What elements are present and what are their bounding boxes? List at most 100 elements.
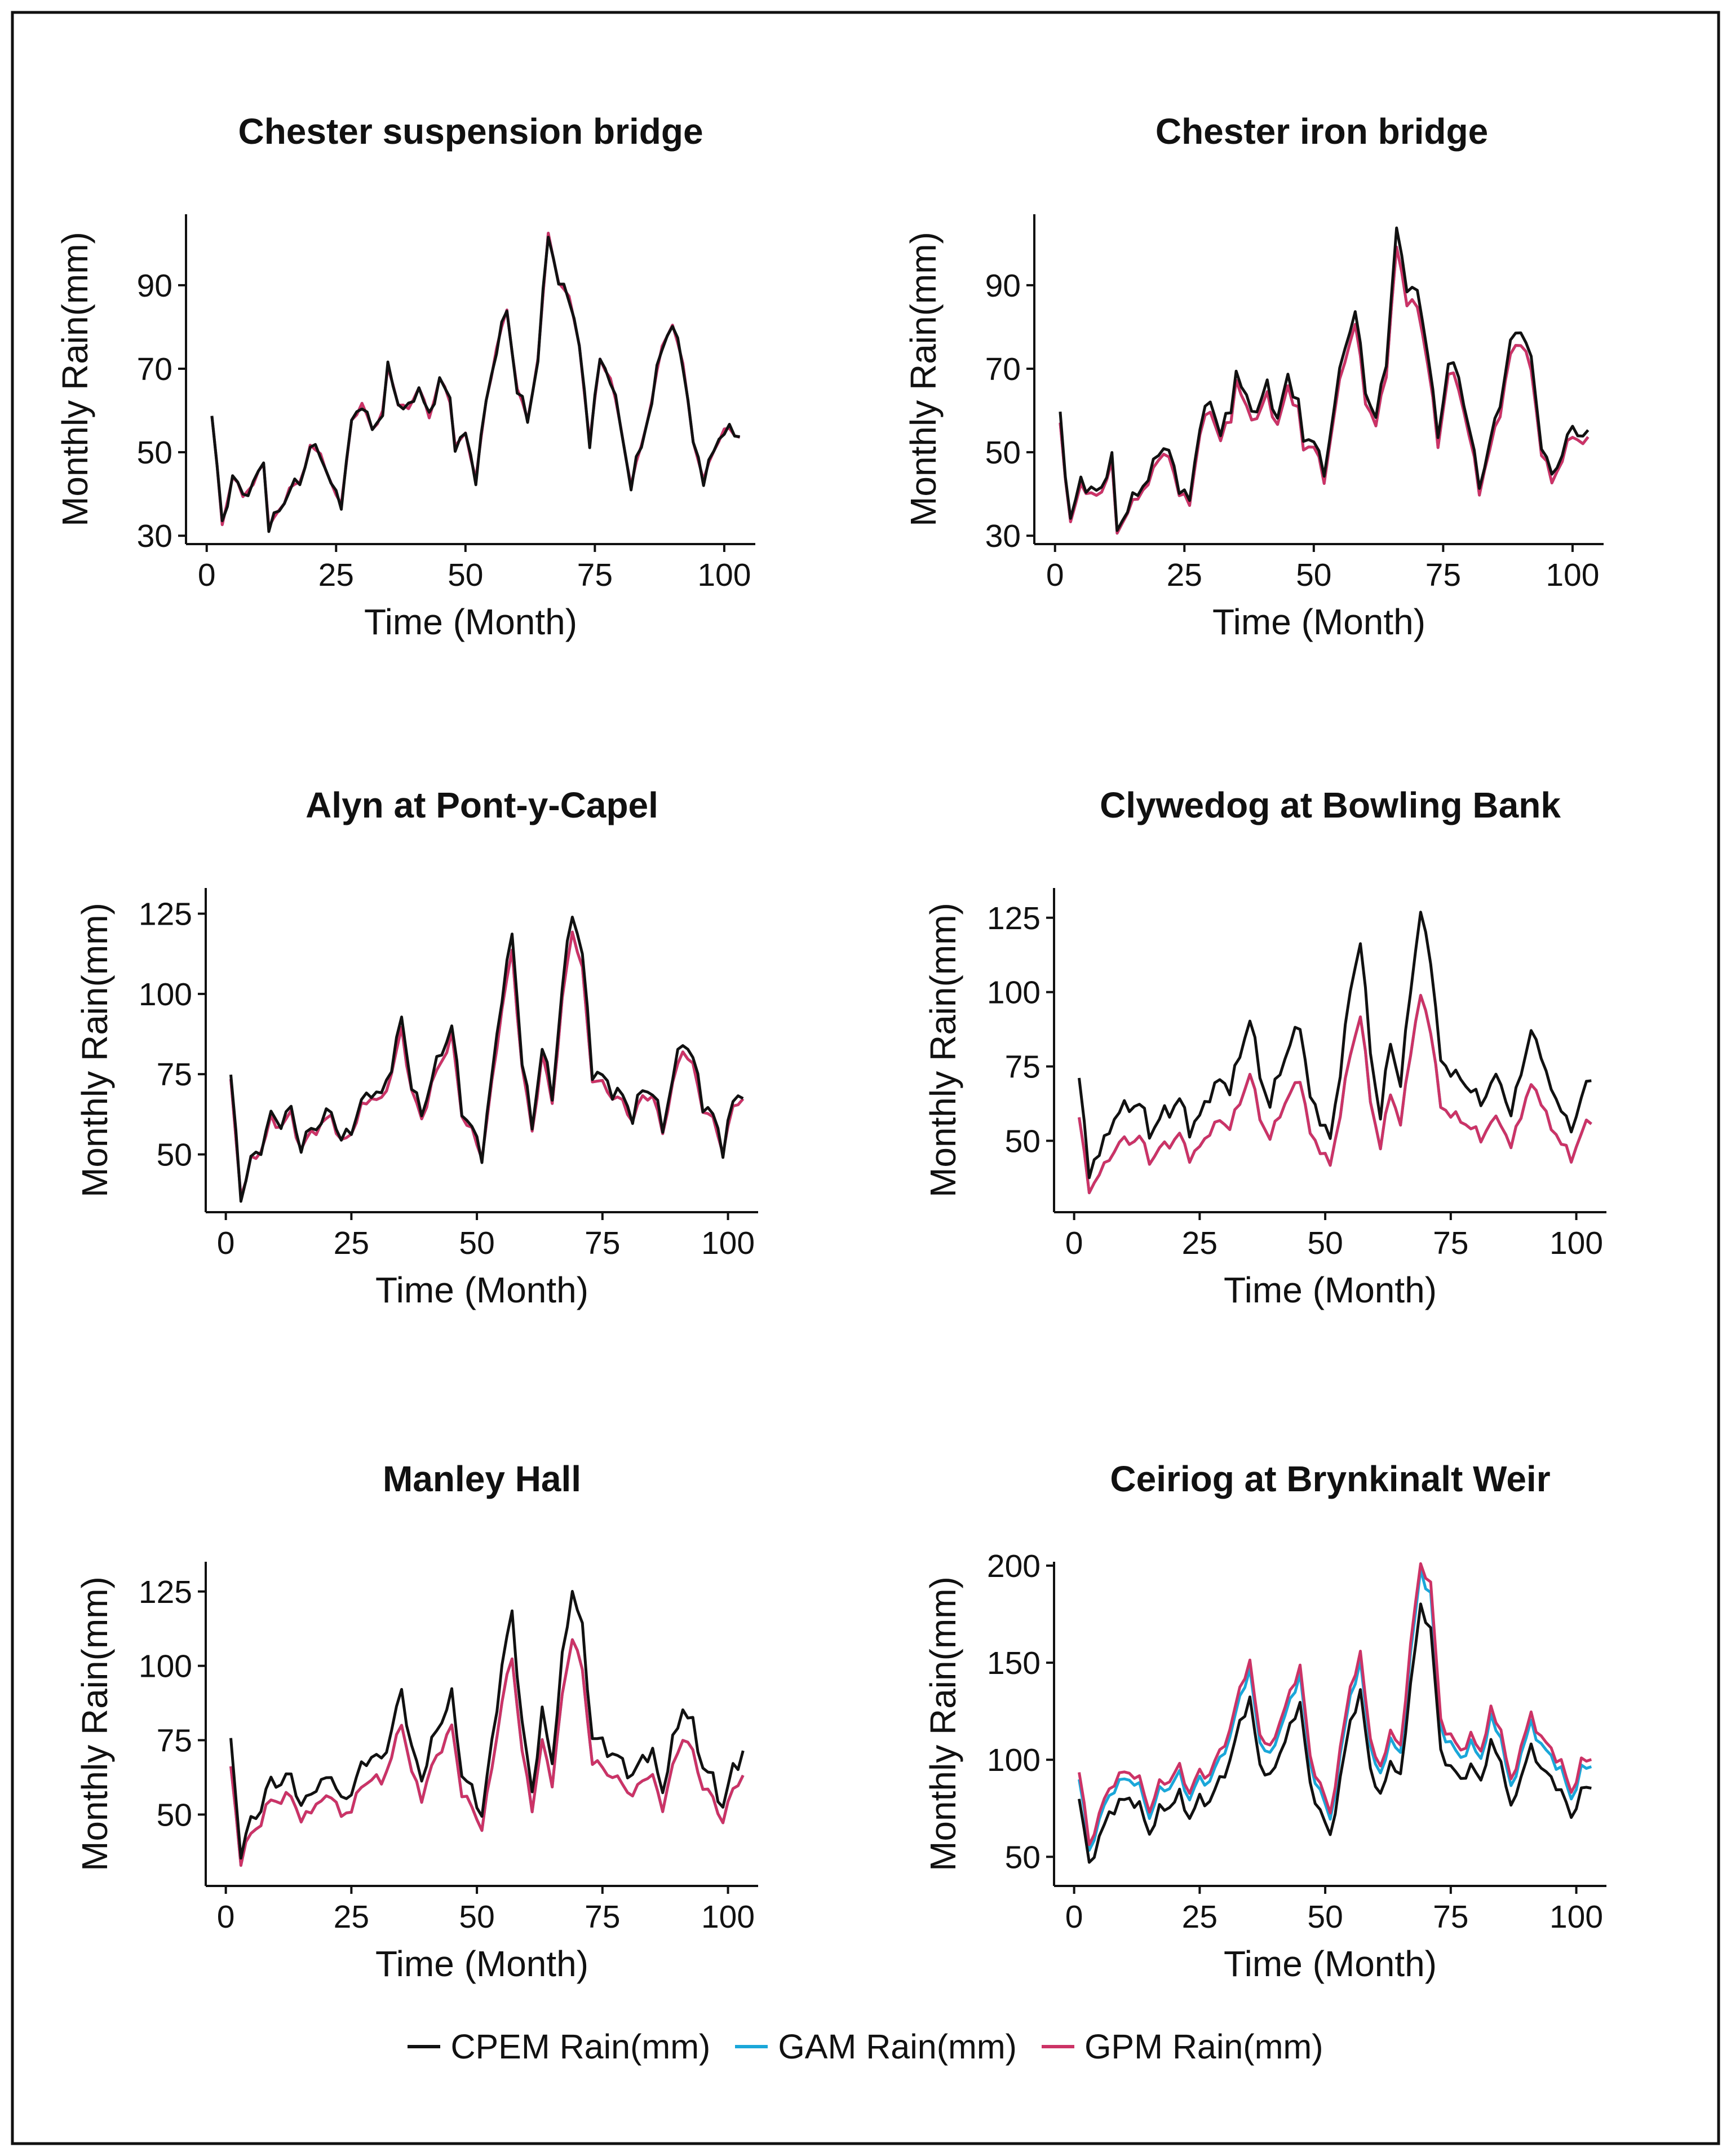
y-tick-label: 50 (1005, 1123, 1041, 1159)
y-tick-label: 90 (137, 268, 172, 304)
legend-swatch-gam (735, 2045, 768, 2048)
chart-title: Ceiriog at Brynkinalt Weir (1110, 1459, 1550, 1499)
x-tick-label: 25 (1182, 1225, 1218, 1261)
y-tick-label: 50 (985, 435, 1021, 471)
x-tick-label: 100 (701, 1899, 755, 1935)
x-tick-label: 100 (1550, 1899, 1603, 1935)
y-tick-label: 200 (987, 1548, 1041, 1584)
x-axis-label: Time (Month) (1224, 1943, 1437, 1984)
chart-title: Alyn at Pont-y-Capel (306, 785, 658, 825)
y-tick-label: 30 (137, 518, 172, 554)
series-line (229, 916, 744, 1203)
x-tick-label: 75 (1433, 1899, 1468, 1935)
y-tick-label: 50 (137, 435, 172, 471)
legend-item-cpem: CPEM Rain(mm) (408, 2027, 710, 2066)
y-tick-label: 75 (157, 1057, 192, 1093)
y-tick-label: 100 (139, 977, 192, 1013)
chart-panel: Manley Hall 50 75 100 125 0 25 50 75 100 Time (Mon… (74, 1459, 758, 1984)
y-axis-label: Monthly Rain(mm) (74, 1576, 115, 1871)
chart-title: Chester suspension bridge (238, 111, 703, 152)
series-line (1078, 911, 1592, 1179)
legend-label-cpem: CPEM Rain(mm) (450, 2027, 711, 2066)
y-tick-label: 70 (985, 351, 1021, 387)
x-tick-label: 75 (1433, 1225, 1468, 1261)
x-tick-label: 100 (697, 557, 751, 593)
x-tick-label: 50 (459, 1899, 494, 1935)
x-tick-label: 25 (318, 557, 354, 593)
legend: CPEM Rain(mm) GAM Rain(mm) GPM Rain(mm) (0, 2013, 1731, 2080)
chart-title: Manley Hall (383, 1459, 581, 1499)
legend-item-gam: GAM Rain(mm) (735, 2027, 1017, 2066)
x-tick-label: 0 (198, 557, 216, 593)
y-axis-label: Monthly Rain(mm) (74, 903, 115, 1198)
x-axis-label: Time (Month) (1212, 602, 1425, 642)
series-line (229, 1590, 745, 1860)
x-tick-label: 100 (1550, 1225, 1603, 1261)
y-tick-label: 100 (987, 975, 1041, 1011)
chart-panel: Chester suspension bridge 30 50 70 90 0 25 50 75… (55, 111, 755, 642)
x-tick-label: 25 (334, 1899, 369, 1935)
x-tick-label: 75 (1425, 557, 1461, 593)
x-tick-label: 0 (217, 1225, 235, 1261)
x-tick-label: 25 (1167, 557, 1202, 593)
chart-panel: Clywedog at Bowling Bank 50 75 100 125 0 25 50 7… (923, 785, 1606, 1310)
x-axis-label: Time (Month) (364, 602, 577, 642)
y-tick-label: 90 (985, 268, 1021, 304)
x-tick-label: 75 (585, 1899, 620, 1935)
x-tick-label: 25 (334, 1225, 369, 1261)
x-tick-label: 75 (577, 557, 613, 593)
y-tick-label: 125 (139, 896, 192, 933)
legend-swatch-cpem (408, 2045, 441, 2048)
figure-border (11, 11, 1720, 2145)
series-line (1078, 993, 1592, 1195)
y-tick-label: 30 (985, 518, 1021, 554)
y-axis-label: Monthly Rain(mm) (903, 232, 944, 527)
x-tick-label: 0 (1046, 557, 1064, 593)
y-tick-label: 50 (157, 1137, 192, 1173)
x-tick-label: 50 (459, 1225, 494, 1261)
chart-panel: Alyn at Pont-y-Capel 50 75 100 125 0 25 50 75 100… (74, 785, 758, 1310)
y-tick-label: 50 (1005, 1839, 1041, 1875)
chart-title: Chester iron bridge (1156, 111, 1488, 152)
x-tick-label: 100 (1546, 557, 1599, 593)
x-tick-label: 50 (1296, 557, 1331, 593)
x-axis-label: Time (Month) (1224, 1270, 1437, 1310)
x-tick-label: 100 (701, 1225, 755, 1261)
x-tick-label: 0 (217, 1899, 235, 1935)
y-tick-label: 75 (1005, 1049, 1041, 1085)
series-line (210, 236, 740, 533)
legend-item-gpm: GPM Rain(mm) (1041, 2027, 1323, 2066)
x-tick-label: 50 (1307, 1899, 1343, 1935)
y-axis-label: Monthly Rain(mm) (923, 903, 963, 1198)
x-tick-label: 25 (1182, 1899, 1218, 1935)
y-axis-label: Monthly Rain(mm) (55, 232, 95, 527)
x-tick-label: 50 (448, 557, 483, 593)
x-tick-label: 0 (1065, 1899, 1083, 1935)
x-tick-label: 75 (585, 1225, 620, 1261)
x-axis-label: Time (Month) (375, 1943, 588, 1984)
legend-swatch-gpm (1041, 2045, 1074, 2048)
series-line (1059, 245, 1590, 535)
series-line (229, 1638, 745, 1867)
legend-label-gam: GAM Rain(mm) (778, 2027, 1017, 2066)
y-tick-label: 100 (987, 1742, 1041, 1778)
y-axis-label: Monthly Rain(mm) (923, 1576, 963, 1871)
legend-label-gpm: GPM Rain(mm) (1084, 2027, 1323, 2066)
series-line (1059, 226, 1590, 532)
chart-panel: Chester iron bridge 30 50 70 90 0 25 50 75 100 Tim… (903, 111, 1604, 642)
series-line (1078, 1562, 1592, 1846)
chart-panel: Ceiriog at Brynkinalt Weir 50 100 150 200 0 25… (923, 1459, 1606, 1984)
x-tick-label: 50 (1307, 1225, 1343, 1261)
x-tick-label: 0 (1065, 1225, 1083, 1261)
y-tick-label: 125 (139, 1574, 192, 1610)
y-tick-label: 50 (157, 1797, 192, 1833)
series-line (1078, 1602, 1592, 1864)
y-tick-label: 70 (137, 351, 172, 387)
y-tick-label: 75 (157, 1723, 192, 1759)
x-axis-label: Time (Month) (375, 1270, 588, 1310)
y-tick-label: 125 (987, 900, 1041, 936)
y-tick-label: 100 (139, 1649, 192, 1685)
chart-title: Clywedog at Bowling Bank (1100, 785, 1561, 825)
y-tick-label: 150 (987, 1645, 1041, 1681)
